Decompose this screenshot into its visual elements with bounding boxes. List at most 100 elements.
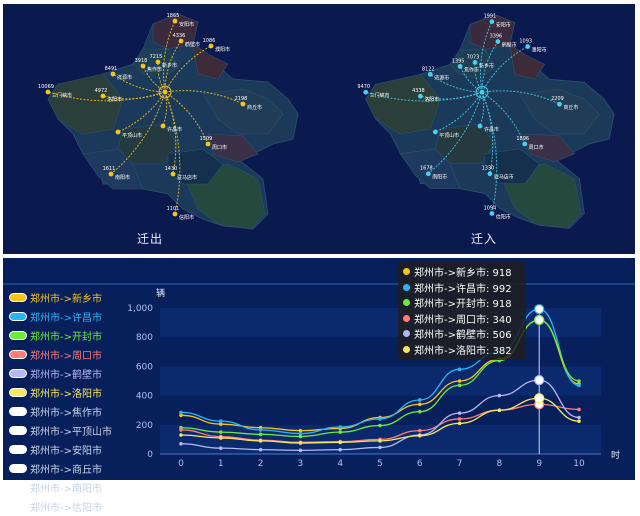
series-point[interactable] (338, 447, 343, 452)
series-point[interactable] (378, 445, 382, 450)
legend-item[interactable]: 郑州市->焦作市 (9, 402, 129, 421)
series-point[interactable] (219, 419, 223, 423)
series-point[interactable] (418, 428, 422, 433)
series-point[interactable] (457, 367, 462, 372)
legend-item[interactable]: 郑州市->南阳市 (9, 478, 129, 497)
series-point[interactable] (219, 422, 223, 426)
series-point[interactable] (577, 419, 581, 423)
city-dot[interactable] (522, 141, 528, 147)
series-point[interactable] (179, 441, 183, 446)
city-dot[interactable] (115, 129, 121, 135)
hub-dot[interactable] (479, 89, 485, 95)
hub-dot[interactable] (162, 89, 168, 95)
series-point[interactable] (258, 428, 263, 432)
series-point[interactable] (418, 409, 422, 414)
city-dot[interactable] (172, 18, 178, 24)
series-point[interactable] (179, 413, 183, 418)
series-point[interactable] (378, 439, 382, 443)
series-point[interactable] (258, 447, 263, 452)
series-point[interactable] (457, 383, 462, 388)
series-point[interactable] (534, 304, 545, 315)
series-point[interactable] (338, 425, 343, 429)
city-dot[interactable] (172, 211, 178, 217)
series-point[interactable] (219, 430, 223, 434)
series-point[interactable] (534, 314, 545, 326)
legend-item[interactable]: 郑州市->商丘市 (9, 459, 129, 478)
legend-item[interactable]: 郑州市->许昌市 (9, 307, 129, 326)
city-dot[interactable] (45, 89, 51, 95)
city-dot[interactable] (155, 59, 161, 65)
city-dot[interactable] (178, 38, 184, 44)
series-point[interactable] (298, 448, 303, 453)
city-dot[interactable] (108, 171, 114, 177)
city-dot[interactable] (110, 71, 116, 77)
series-point[interactable] (258, 432, 263, 437)
series-point[interactable] (219, 446, 223, 450)
city-dot[interactable] (427, 71, 433, 77)
series-point[interactable] (497, 393, 502, 398)
series-point[interactable] (577, 383, 581, 388)
series-point[interactable] (577, 379, 581, 383)
city-dot[interactable] (489, 211, 495, 216)
legend-item[interactable]: 郑州市->开封市 (9, 326, 129, 345)
city-dot[interactable] (487, 171, 493, 177)
flow-line (430, 73, 482, 93)
city-dot[interactable] (170, 171, 176, 177)
legend-item[interactable]: 郑州市->信阳市 (9, 497, 129, 516)
series-point[interactable] (457, 411, 462, 415)
series-point[interactable] (179, 433, 183, 437)
legend-item[interactable]: 郑州市->安阳市 (9, 440, 129, 459)
city-name-label: 平顶山市 (122, 132, 142, 139)
series-point[interactable] (457, 379, 462, 383)
series-point[interactable] (179, 428, 183, 432)
series-point[interactable] (457, 421, 462, 426)
series-point[interactable] (298, 441, 303, 445)
legend-item[interactable]: 郑州市->新乡市 (9, 288, 129, 307)
city-dot[interactable] (363, 89, 369, 95)
city-dot[interactable] (525, 44, 531, 49)
series-point[interactable] (534, 375, 545, 386)
series-point[interactable] (497, 408, 502, 412)
legend-item[interactable]: 郑州市->周口市 (9, 345, 129, 364)
series-point[interactable] (534, 393, 545, 404)
city-dot[interactable] (477, 123, 483, 129)
series-point[interactable] (338, 430, 343, 434)
city-name-label: 濮阳市 (532, 46, 547, 53)
city-dot[interactable] (457, 64, 463, 69)
series-point[interactable] (577, 407, 581, 412)
legend-item[interactable]: 郑州市->鹤壁市 (9, 364, 129, 383)
series-point[interactable] (298, 431, 303, 436)
city-dot[interactable] (417, 93, 423, 99)
city-dot[interactable] (495, 39, 501, 44)
city-dot[interactable] (140, 63, 146, 69)
city-dot[interactable] (557, 101, 562, 107)
city-dot[interactable] (205, 141, 211, 147)
series-point[interactable] (258, 439, 263, 443)
legend-item[interactable]: 郑州市->洛阳市 (9, 383, 129, 402)
city-dot[interactable] (489, 19, 495, 25)
flow-line (164, 40, 182, 93)
series-point[interactable] (418, 402, 422, 407)
legend-item[interactable]: 郑州市->平顶山市 (9, 421, 129, 440)
series-point[interactable] (418, 398, 422, 402)
series-point[interactable] (378, 417, 382, 421)
series-point[interactable] (298, 428, 303, 433)
series-point[interactable] (577, 415, 581, 420)
city-dot[interactable] (208, 43, 214, 49)
series-point[interactable] (219, 436, 223, 440)
city-dot[interactable] (432, 129, 438, 135)
series-point[interactable] (298, 434, 303, 439)
series-point[interactable] (179, 410, 183, 415)
series-point[interactable] (457, 417, 462, 421)
city-dot[interactable] (425, 171, 431, 177)
city-dot[interactable] (472, 60, 478, 65)
series-point[interactable] (418, 433, 422, 438)
city-dot[interactable] (100, 93, 106, 99)
city-dot[interactable] (240, 101, 246, 107)
series-point[interactable] (378, 423, 382, 428)
city-dot[interactable] (160, 123, 166, 129)
series-point[interactable] (338, 440, 343, 445)
